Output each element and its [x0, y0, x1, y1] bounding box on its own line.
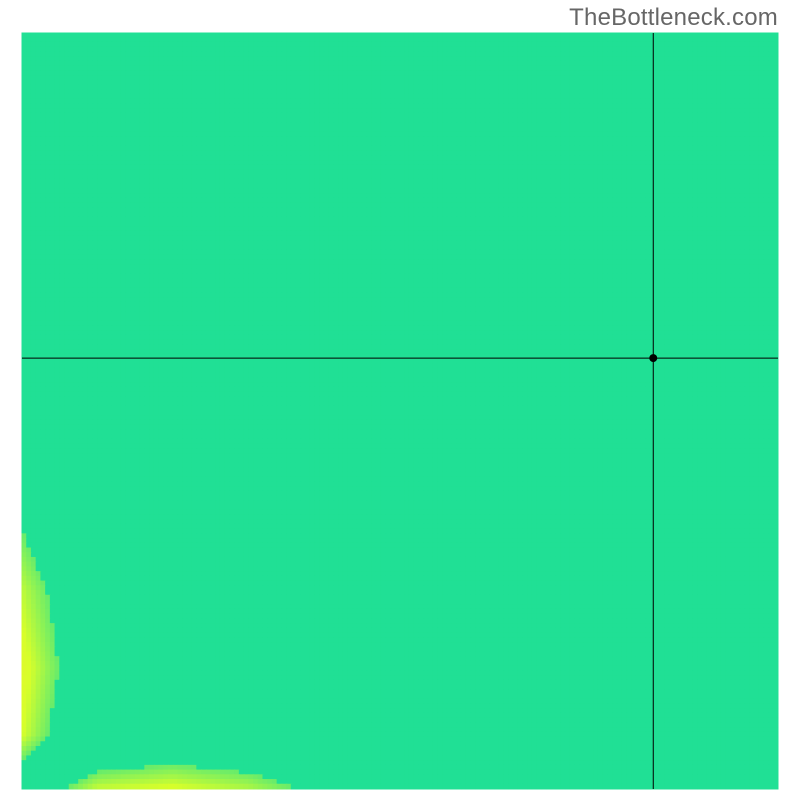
watermark-text: TheBottleneck.com	[569, 4, 778, 32]
crosshair-dot	[649, 354, 657, 362]
bottleneck-heatmap	[0, 0, 800, 800]
